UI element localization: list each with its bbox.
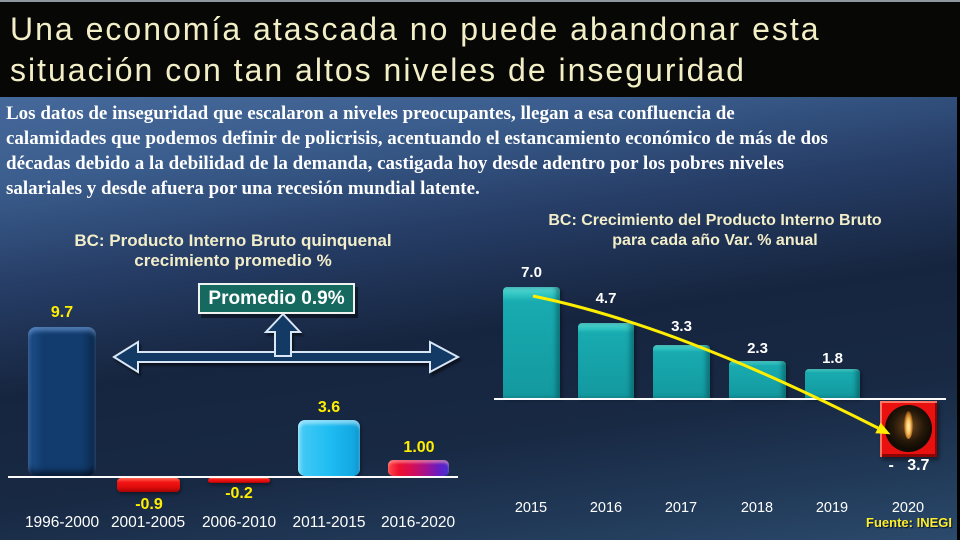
bar-value-label: 9.7 — [50, 304, 74, 321]
right-chart-title-line-2: para cada año Var. % anual — [612, 232, 818, 249]
bar-2015 — [503, 287, 560, 398]
intro-paragraph: Los datos de inseguridad que escalaron a… — [6, 101, 954, 201]
category-label: 2016-2020 — [380, 514, 456, 531]
category-label: 1996-2000 — [24, 514, 100, 531]
average-callout: Promedio 0.9% — [198, 283, 355, 314]
slide-background — [0, 97, 957, 540]
bar-1996-2000 — [28, 327, 96, 476]
slide-title-line-1: Una economía atascada no puede abandonar… — [10, 11, 821, 47]
average-range-arrow — [112, 312, 461, 374]
bar-value-label: 4.7 — [595, 290, 617, 307]
year-label: 2018 — [740, 500, 774, 516]
source-credit: Fuente: INEGI — [866, 515, 952, 530]
year-label: 2019 — [815, 500, 849, 516]
bar-value-label: 3.3 — [671, 318, 692, 335]
right-chart-title: BC: Crecimiento del Producto Interno Bru… — [495, 211, 935, 251]
year-label: 2016 — [589, 500, 623, 516]
left-chart-title-line-1: BC: Producto Interno Bruto quinquenal — [74, 231, 392, 250]
trend-curve — [532, 294, 879, 430]
trend-arrowhead-icon — [875, 422, 891, 435]
trend-line — [532, 294, 891, 435]
right-chart-title-line-1: BC: Crecimiento del Producto Interno Bru… — [548, 212, 882, 229]
title-bar: Una economía atascada no puede abandonar… — [0, 0, 960, 97]
paragraph-line: calamidades que podemos definir de polic… — [6, 128, 828, 149]
bar-2019 — [805, 369, 860, 398]
bar-value-label: -0.2 — [225, 485, 253, 502]
bar-value-label: 1.00 — [403, 439, 435, 456]
bar-2017 — [653, 345, 710, 398]
bar-2001-2005 — [117, 478, 180, 492]
category-label: 2006-2010 — [201, 514, 277, 531]
left-axis-baseline — [8, 476, 458, 478]
bar-2006-2010 — [208, 478, 270, 483]
bar-value-label: -0.9 — [135, 496, 163, 513]
right-axis-baseline — [494, 398, 946, 400]
paragraph-line: Los datos de inseguridad que escalaron a… — [6, 103, 735, 124]
slide-title-line-2: situación con tan altos niveles de inseg… — [10, 52, 746, 88]
category-label: 2001-2005 — [110, 514, 186, 531]
year-label: 2020 — [891, 500, 925, 516]
bar-2016 — [578, 323, 634, 398]
left-chart-title: BC: Producto Interno Bruto quinquenal cr… — [18, 231, 448, 271]
year-label: 2017 — [664, 500, 698, 516]
up-arrow — [263, 312, 303, 357]
left-chart-title-line-2: crecimiento promedio % — [134, 251, 332, 270]
category-label: 2011-2015 — [292, 514, 366, 531]
paragraph-line: décadas debido a la debilidad de la dema… — [6, 153, 785, 174]
bar-value-label: 3.6 — [317, 399, 341, 416]
bar-value-label: 2.3 — [747, 340, 768, 357]
bar-2016-2020 — [388, 460, 449, 476]
bar-2011-2015 — [298, 420, 360, 476]
bar-value-label: 7.0 — [521, 264, 542, 281]
paragraph-line: salariales y desde afuera por una recesi… — [6, 178, 480, 199]
bar-value-label: 1.8 — [822, 350, 843, 367]
bar-value-label: - 3.7 — [888, 457, 930, 474]
flame-icon — [904, 411, 913, 439]
year-label: 2015 — [514, 500, 548, 516]
